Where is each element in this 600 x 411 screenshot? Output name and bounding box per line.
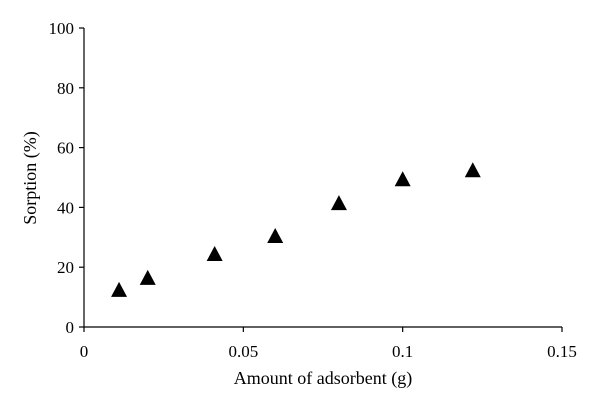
y-tick-label: 60: [57, 139, 74, 158]
data-point-triangle: [394, 171, 411, 187]
data-point-triangle: [111, 281, 128, 297]
x-tick-label: 0.15: [547, 342, 577, 361]
y-tick-label: 40: [57, 198, 74, 217]
data-points: [111, 162, 481, 297]
x-tick-label: 0.05: [228, 342, 258, 361]
x-tick-label: 0.1: [392, 342, 413, 361]
y-tick-label: 80: [57, 79, 74, 98]
x-tick-label: 0: [80, 342, 89, 361]
y-tick-label: 20: [57, 258, 74, 277]
y-tick-label: 100: [49, 19, 75, 38]
axes: [83, 28, 562, 328]
y-axis-title: Sorption (%): [20, 131, 41, 225]
ticks: 0 20 40 60 80 100 0 0.05 0.1 0.15: [49, 19, 577, 361]
x-axis-title: Amount of adsorbent (g): [234, 368, 412, 389]
data-point-triangle: [464, 162, 481, 178]
data-point-triangle: [139, 269, 156, 285]
data-point-triangle: [206, 245, 223, 261]
data-point-triangle: [330, 195, 347, 211]
data-point-triangle: [267, 228, 284, 243]
y-tick-label: 0: [66, 318, 75, 337]
